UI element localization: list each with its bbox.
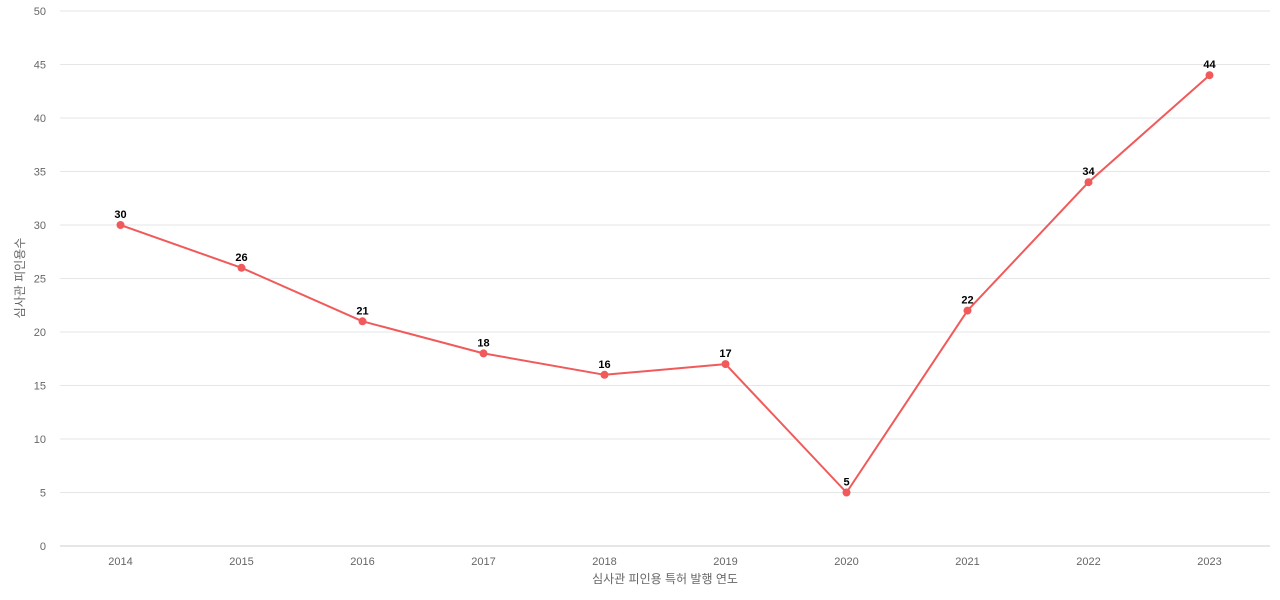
series-group — [116, 71, 1214, 497]
y-tick-label-5: 5 — [40, 488, 46, 500]
data-label-2023: 44 — [1203, 59, 1216, 71]
y-tick-label-45: 45 — [34, 60, 46, 72]
x-tick-label-2016: 2016 — [350, 556, 374, 568]
x-axis-ticks: 2014 2015 2016 2017 2018 2019 2020 2021 2022 2023 — [108, 556, 1221, 568]
data-label-2016: 21 — [356, 305, 368, 317]
x-tick-label-2015: 2015 — [229, 556, 253, 568]
data-label-2018: 16 — [598, 359, 610, 371]
data-label-2022: 34 — [1082, 166, 1095, 178]
x-tick-label-2021: 2021 — [955, 556, 979, 568]
y-tick-label-20: 20 — [34, 327, 46, 339]
data-point-2015[interactable] — [237, 263, 246, 272]
y-tick-label-50: 50 — [34, 6, 46, 18]
x-tick-label-2014: 2014 — [108, 556, 132, 568]
y-tick-label-30: 30 — [34, 220, 46, 232]
series-line-0 — [120, 74, 1211, 494]
x-tick-label-2023: 2023 — [1197, 556, 1221, 568]
data-label-2014: 30 — [114, 209, 126, 221]
data-point-2019[interactable] — [721, 360, 730, 369]
data-label-2017: 18 — [477, 337, 489, 349]
y-tick-label-35: 35 — [34, 167, 46, 179]
y-axis-title: 심사관 피인용수 — [13, 238, 27, 319]
data-label-2021: 22 — [961, 295, 973, 307]
x-tick-label-2017: 2017 — [471, 556, 495, 568]
y-tick-label-25: 25 — [34, 274, 46, 286]
y-tick-label-15: 15 — [34, 381, 46, 393]
data-labels: 30 26 21 18 16 17 5 22 34 44 — [114, 59, 1216, 488]
y-axis-ticks: 0 5 10 15 20 25 30 35 40 45 50 — [34, 6, 46, 553]
data-point-2017[interactable] — [479, 349, 488, 358]
data-point-2022[interactable] — [1084, 178, 1093, 187]
data-point-2021[interactable] — [963, 306, 972, 315]
x-axis-title: 심사관 피인용 특허 발행 연도 — [592, 571, 738, 586]
data-label-2015: 26 — [235, 252, 247, 264]
data-point-2016[interactable] — [358, 317, 367, 326]
y-tick-label-10: 10 — [34, 434, 46, 446]
data-point-2014[interactable] — [116, 221, 125, 229]
data-label-2019: 17 — [719, 348, 731, 360]
data-label-2020: 5 — [843, 477, 849, 489]
x-tick-label-2022: 2022 — [1076, 556, 1100, 568]
x-tick-label-2018: 2018 — [592, 556, 616, 568]
grid-lines — [60, 10, 1270, 493]
data-point-2018[interactable] — [600, 370, 609, 379]
x-tick-label-2020: 2020 — [834, 556, 858, 568]
data-point-2023[interactable] — [1205, 71, 1214, 80]
y-tick-label-40: 40 — [34, 113, 46, 125]
y-tick-label-0: 0 — [40, 541, 46, 553]
data-point-2020[interactable] — [842, 488, 851, 497]
x-tick-label-2019: 2019 — [713, 556, 737, 568]
